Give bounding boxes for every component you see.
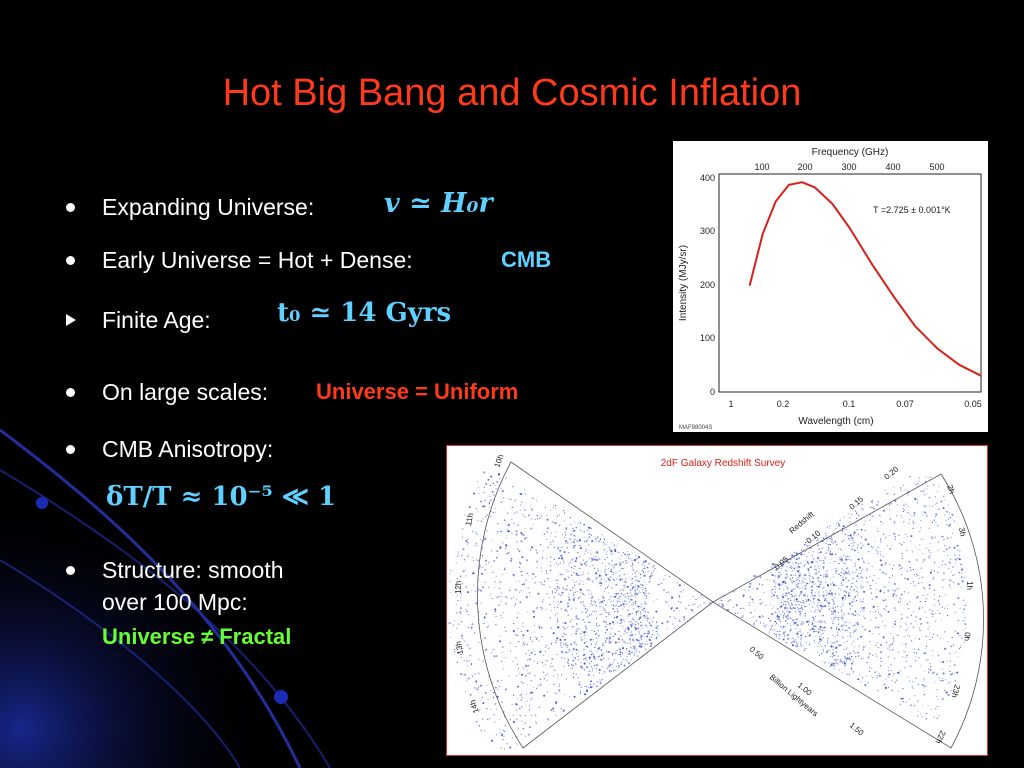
x-tick: 0.07 (896, 399, 914, 409)
top-tick: 100 (754, 162, 769, 172)
x-tick: 0.2 (777, 399, 790, 409)
redshift-tick: 0.10 (805, 528, 823, 545)
y-axis-label: Intensity (MJy/sr) (678, 245, 689, 321)
bullet-text-line1: Structure: smooth (102, 557, 284, 583)
bullet-text: Expanding Universe: (102, 194, 315, 220)
redshift-tick: 0.05 (773, 554, 791, 571)
hour-label: 12h (454, 581, 463, 594)
figure-footer: MAF98004S (679, 425, 712, 431)
x-tick: 0.05 (964, 399, 982, 409)
hour-label: 0h (962, 632, 972, 642)
bullet-dot (66, 388, 75, 397)
bullet-dot (66, 445, 75, 454)
plot-frame (718, 173, 982, 393)
hour-label: 22h (934, 729, 948, 745)
cmb-highlight: CMB (501, 247, 552, 272)
right-wedge (712, 473, 984, 749)
hour-label: 10h (492, 453, 505, 469)
distance-tick: 0.50 (748, 645, 766, 662)
bullet-text: On large scales: (102, 379, 269, 405)
top-axis-label: Frequency (GHz) (812, 147, 889, 158)
x-axis-label: Wavelength (cm) (798, 416, 873, 427)
spectrum-line (748, 181, 982, 377)
bullet-dot (66, 256, 75, 265)
distance-axis-label: Billion Lightyears (768, 673, 820, 719)
top-tick: 400 (885, 162, 900, 172)
hour-label: 23h (950, 683, 962, 698)
uniform-highlight: Universe = Uniform (316, 379, 519, 404)
hour-label: 2h (945, 484, 957, 495)
hour-label: 11h (464, 512, 475, 526)
bullet-text: Finite Age: (102, 307, 211, 333)
hour-label: 14h (468, 699, 481, 715)
hour-label: 13h (454, 640, 465, 655)
cmb-spectrum-chart: Frequency (GHz) 100 200 300 400 500 400 … (678, 147, 982, 431)
top-tick: 500 (929, 162, 944, 172)
bullet-arrow (66, 314, 76, 326)
x-tick: 1 (728, 399, 733, 409)
bullet-text-line2: over 100 Mpc: (102, 589, 248, 615)
galaxy-points (448, 471, 968, 750)
y-tick: 200 (700, 280, 715, 290)
age-formula: t₀ ≃ 14 Gyrs (277, 298, 452, 328)
hubble-law-formula: v ≃ H₀r (384, 188, 493, 219)
redshift-tick: 0.20 (883, 464, 901, 481)
hour-label: 1h (965, 581, 974, 590)
cmb-spectrum-figure: Frequency (GHz) 100 200 300 400 500 400 … (673, 141, 988, 432)
y-tick: 400 (700, 173, 715, 183)
bullet-text: CMB Anisotropy: (102, 436, 274, 462)
top-tick: 200 (797, 162, 812, 172)
anisotropy-formula: δT/T ≈ 10⁻⁵ ≪ 1 (106, 482, 337, 512)
x-tick: 0.1 (843, 399, 856, 409)
galaxy-survey-map: 2dF Galaxy Redshift Survey 0.05 0.10 0.1… (448, 453, 984, 750)
slide-title: Hot Big Bang and Cosmic Inflation (222, 72, 802, 114)
hour-label: 3h (957, 527, 967, 537)
y-tick: 0 (710, 387, 715, 397)
galaxy-survey-figure: 2dF Galaxy Redshift Survey 0.05 0.10 0.1… (446, 445, 988, 756)
distance-tick: 1.50 (848, 721, 866, 738)
y-tick: 100 (700, 333, 715, 343)
bullet-dot (66, 566, 75, 575)
left-wedge (477, 461, 714, 749)
bullet-structure: Structure: smooth over 100 Mpc: (66, 555, 396, 655)
top-tick: 300 (841, 162, 856, 172)
bullet-text: Early Universe = Hot + Dense: (102, 247, 413, 273)
fractal-highlight: Universe ≠ Fractal (102, 624, 292, 649)
survey-title: 2dF Galaxy Redshift Survey (661, 458, 786, 469)
y-tick: 300 (700, 226, 715, 236)
bullet-dot (66, 203, 75, 212)
temperature-annotation: T =2.725 ± 0.001°K (873, 205, 951, 215)
